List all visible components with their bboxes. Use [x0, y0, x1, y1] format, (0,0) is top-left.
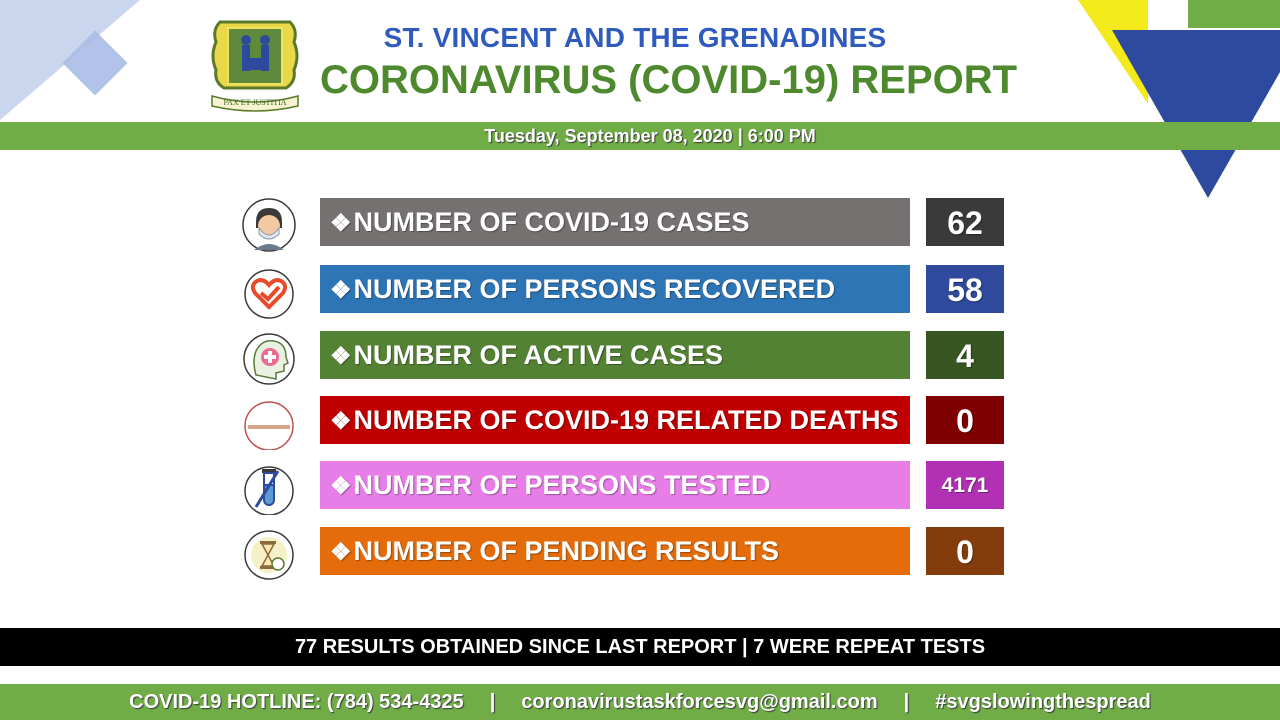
report-title: CORONAVIRUS (COVID-19) REPORT [320, 58, 1018, 102]
bullet-icon: ❖ [330, 210, 352, 237]
stat-row-pending: ❖NUMBER OF PENDING RESULTS 0 [240, 527, 1010, 580]
stat-row-cases: ❖NUMBER OF COVID-19 CASES 62 [240, 198, 1010, 252]
stat-row-recovered: ❖NUMBER OF PERSONS RECOVERED 58 [240, 265, 1010, 319]
footer-banner: COVID-19 HOTLINE: (784) 534-4325 | coronav… [0, 684, 1280, 720]
coat-of-arms-icon: PAX ET JUSTITIA [211, 20, 299, 112]
summary-banner: 77 RESULTS OBTAINED SINCE LAST REPORT | … [0, 626, 1280, 668]
report-date: Tuesday, September 08, 2020 | 6:00 PM [484, 126, 816, 146]
seal-motto: PAX ET JUSTITIA [223, 98, 286, 107]
stat-value: 0 [926, 396, 1004, 444]
stat-value: 58 [926, 265, 1004, 313]
heart-check-icon [244, 269, 294, 319]
date-banner: Tuesday, September 08, 2020 | 6:00 PM [0, 122, 1280, 150]
bullet-icon: ❖ [330, 539, 352, 566]
bullet-icon: ❖ [330, 343, 352, 370]
stat-label: ❖NUMBER OF COVID-19 CASES [320, 198, 910, 246]
stat-row-active: ❖NUMBER OF ACTIVE CASES 4 [240, 331, 1010, 385]
stat-label: ❖NUMBER OF COVID-19 RELATED DEATHS [320, 396, 910, 444]
bullet-icon: ❖ [330, 408, 352, 435]
summary-text: 77 RESULTS OBTAINED SINCE LAST REPORT | … [294, 636, 986, 658]
stat-value: 4 [926, 331, 1004, 379]
head-medical-cross-icon [243, 333, 295, 385]
masked-person-icon [242, 198, 296, 252]
hotline-text: COVID-19 HOTLINE: (784) 534-4325 [129, 691, 464, 713]
corner-stripe-green [1188, 0, 1280, 28]
stat-row-tested: ❖NUMBER OF PERSONS TESTED 4171 [240, 461, 1010, 515]
hourglass-icon [244, 530, 294, 580]
footer-separator: | [489, 691, 496, 713]
corner-triangle-blue [1112, 30, 1280, 198]
stat-row-deaths: ❖NUMBER OF COVID-19 RELATED DEATHS 0 [240, 396, 1010, 450]
stat-label: ❖NUMBER OF PERSONS RECOVERED [320, 265, 910, 313]
stat-value: 62 [926, 198, 1004, 246]
hashtag-text: #svgslowingthespread [935, 691, 1151, 713]
bullet-icon: ❖ [330, 473, 352, 500]
footer-separator: | [903, 691, 910, 713]
stat-value: 0 [926, 527, 1004, 575]
stat-value: 4171 [926, 461, 1004, 509]
stat-label: ❖NUMBER OF PERSONS TESTED [320, 461, 910, 509]
country-title: ST. VINCENT AND THE GRENADINES [383, 22, 887, 53]
email-text: coronavirustaskforcesvg@gmail.com [521, 691, 878, 713]
flat-line-icon [244, 401, 294, 450]
bullet-icon: ❖ [330, 277, 352, 304]
stat-label: ❖NUMBER OF PENDING RESULTS [320, 527, 910, 575]
stat-label: ❖NUMBER OF ACTIVE CASES [320, 331, 910, 379]
test-tube-icon [244, 466, 294, 515]
